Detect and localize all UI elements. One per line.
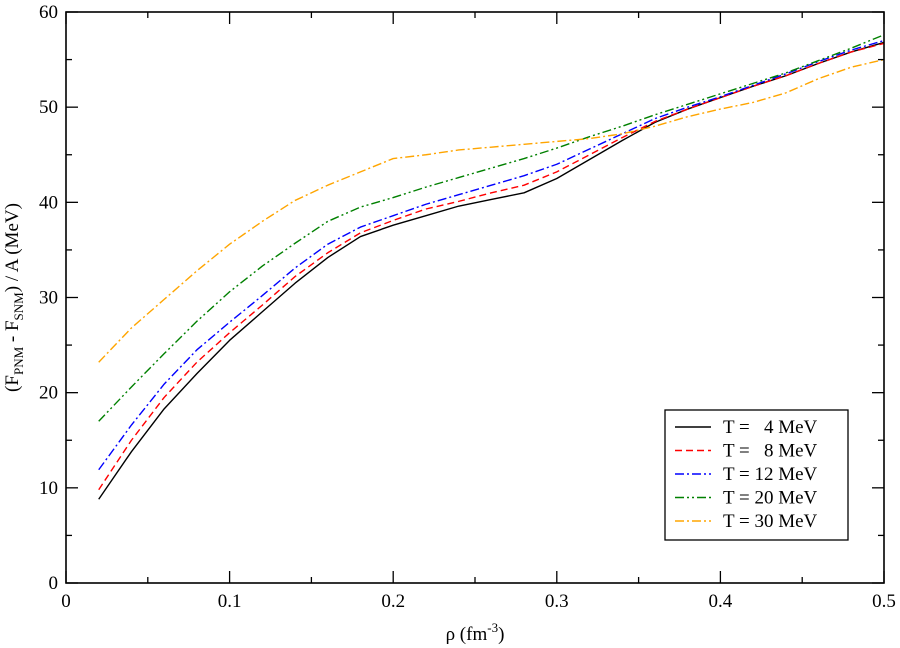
series-line-5 xyxy=(98,58,885,363)
y-axis-title-sub2: SNM xyxy=(11,292,26,321)
x-tick-label: 0.1 xyxy=(218,591,242,612)
y-tick-label: 0 xyxy=(49,573,59,594)
tick-layer xyxy=(65,11,885,584)
y-tick-label: 30 xyxy=(39,288,58,309)
legend-label-5: T = 30 MeV xyxy=(723,511,818,532)
x-axis-title-tail: ) xyxy=(498,624,504,645)
x-axis-title: ρ (fm-3) xyxy=(446,620,505,645)
tick-label-layer: 0 0.1 0.2 0.3 0.4 0.5 0 10 20 30 40 50 60 xyxy=(39,2,896,612)
x-tick-label: 0.3 xyxy=(545,591,569,612)
y-tick-label: 40 xyxy=(39,192,58,213)
series-layer xyxy=(98,34,885,500)
series-line-1 xyxy=(98,41,885,500)
series-line-3 xyxy=(98,39,885,471)
x-axis-title-sup: -3 xyxy=(487,620,498,635)
x-axis-title-base: ρ (fm xyxy=(446,624,488,645)
y-axis-title-p1: (F xyxy=(2,375,23,392)
legend-label-4: T = 20 MeV xyxy=(723,488,818,509)
y-axis-title: (FPNM - FSNM) / A (MeV) xyxy=(2,203,26,392)
series-line-4 xyxy=(98,34,885,422)
legend-box xyxy=(664,409,849,541)
y-tick-label: 60 xyxy=(39,2,58,23)
y-axis-title-p3: ) / A (MeV) xyxy=(2,203,23,292)
y-tick-label: 20 xyxy=(39,383,58,404)
legend-label-3: T = 12 MeV xyxy=(723,464,818,485)
x-tick-label: 0 xyxy=(61,591,71,612)
x-tick-label: 0.5 xyxy=(872,591,896,612)
x-tick-label: 0.2 xyxy=(381,591,405,612)
y-axis-title-sub1: PNM xyxy=(11,346,26,375)
legend-label-1: T = 4 MeV xyxy=(723,417,818,438)
series-line-2 xyxy=(98,42,885,491)
legend-label-2: T = 8 MeV xyxy=(723,441,818,462)
y-tick-label: 10 xyxy=(39,478,58,499)
y-axis-title-p2: - F xyxy=(2,320,23,346)
y-tick-label: 50 xyxy=(39,97,58,118)
x-tick-label: 0.4 xyxy=(709,591,733,612)
